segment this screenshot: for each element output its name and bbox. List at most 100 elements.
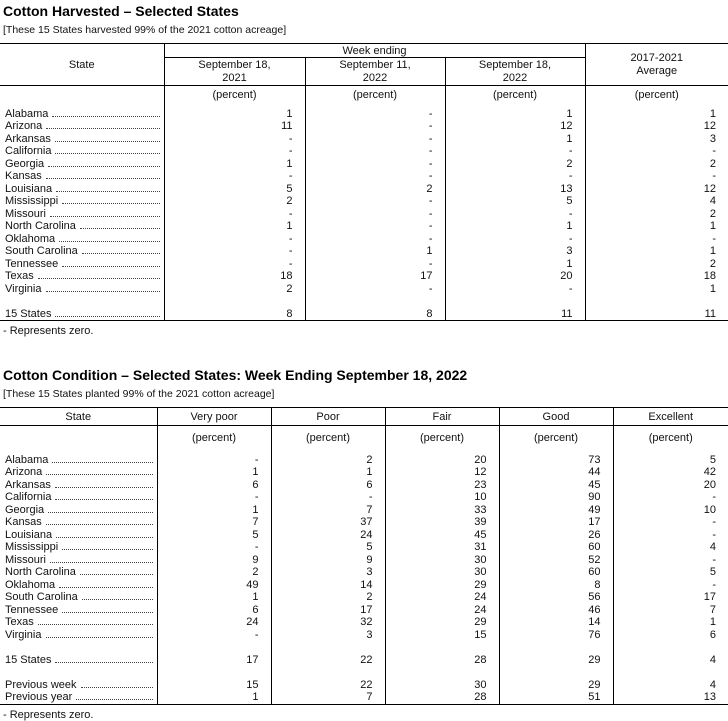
state-label: South Carolina (5, 245, 78, 257)
state-cell: Kansas (0, 170, 164, 183)
dot-leader (62, 549, 153, 550)
dot-leader (81, 253, 160, 254)
value-cell: 22 (270, 653, 385, 666)
value-cell: 5 (612, 566, 728, 579)
table-row: South Carolina 1 2 24 56 17 (0, 591, 728, 604)
dot-leader (48, 165, 160, 167)
value-cell: 24 (156, 616, 271, 629)
harvested-note: [These 15 States harvested 99% of the 20… (3, 24, 287, 36)
dot-leader (46, 474, 153, 475)
state-label: Tennessee (5, 257, 59, 270)
value-cell: 28 (384, 653, 499, 666)
value-cell: 39 (384, 516, 499, 529)
state-label: 15 States (5, 653, 52, 666)
table-row: Missouri 9 9 30 52- (0, 553, 728, 567)
state-label: Kansas (5, 170, 42, 182)
value-cell: 18 (163, 270, 305, 283)
table-row: Oklahoma - - - - (0, 232, 728, 245)
table-row: Tennessee - -1 2 (0, 257, 728, 271)
dot-leader (52, 115, 160, 117)
dot-leader (76, 699, 153, 700)
state-label: Texas (5, 616, 34, 628)
value-cell: 2 (270, 450, 385, 466)
value-cell: - (304, 145, 445, 158)
value-cell: 1 (612, 616, 728, 629)
spacer-row (0, 666, 728, 679)
state-cell: Alabama (0, 105, 164, 121)
state-cell: Georgia (0, 504, 157, 517)
value-cell: 18 (584, 270, 728, 283)
value-cell: 1 (444, 257, 585, 270)
value-cell: 7 (270, 691, 385, 704)
column-label: September 18, 2022 (478, 58, 552, 84)
state-column-header: State (65, 410, 92, 423)
column-label: September 11, 2022 (339, 58, 411, 84)
value-cell: 2 (584, 257, 728, 270)
state-label: Previous week (5, 678, 77, 691)
value-cell: 1 (584, 245, 728, 258)
state-label: Oklahoma (5, 232, 56, 245)
state-cell: Kansas (0, 516, 157, 529)
value-cell: 1 (156, 503, 271, 516)
state-label: 15 States (5, 307, 52, 320)
value-cell: 3 (270, 628, 385, 641)
value-cell: 73 (498, 450, 613, 466)
value-cell: 44 (498, 466, 613, 479)
unit-label: (percent) (270, 425, 385, 451)
dot-leader (79, 574, 153, 575)
value-cell: 1 (163, 157, 305, 170)
value-cell: 22 (270, 678, 385, 691)
dot-leader (80, 686, 153, 688)
state-cell: Arizona (0, 466, 157, 479)
value-cell: 46 (498, 603, 613, 616)
value-cell: 30 (384, 566, 499, 579)
value-cell: 5 (444, 195, 585, 208)
value-cell: - (163, 232, 305, 245)
value-cell: 31 (384, 541, 499, 554)
dot-leader (56, 536, 153, 538)
table-row: Georgia 1-2 2 (0, 157, 728, 170)
table-row: Previous week 15 22 30 29 4 (0, 678, 728, 691)
value-cell: 49 (156, 578, 271, 591)
value-cell: 1 (444, 220, 585, 233)
value-cell: 12 (584, 182, 728, 195)
value-cell: - (612, 553, 728, 566)
value-cell: - (163, 257, 305, 270)
value-cell: 23 (384, 478, 499, 491)
state-cell: California (0, 145, 164, 158)
table-row: Arizona 11-12 12 (0, 120, 728, 133)
state-cell: Alabama (0, 451, 157, 467)
value-cell: 1 (444, 132, 585, 145)
dot-leader (81, 599, 153, 600)
value-cell: 20 (612, 478, 728, 491)
condition-table: State Very poor Poor Fair Good Excellent… (0, 407, 728, 705)
value-cell: 1 (163, 104, 305, 120)
state-cell: Texas (0, 616, 157, 629)
state-cell: Missouri (0, 554, 157, 567)
table-row: Oklahoma 49 14 29 8- (0, 578, 728, 591)
table-row: Virginia -3 15 76 6 (0, 628, 728, 641)
value-cell: - (304, 207, 445, 220)
unit-label: (percent) (444, 85, 585, 105)
value-cell: 5 (270, 541, 385, 554)
state-column-header: State (68, 58, 95, 71)
harvested-table-body: Alabama 1-1 1 Arizona 11-12 12 Arkansas - -1 3 Cal… (0, 104, 728, 321)
column-header-sep18-2022: September 18, 2022 (444, 57, 585, 86)
value-cell: 32 (270, 616, 385, 629)
state-label: Georgia (5, 503, 45, 516)
average-column-label: 2017-2021 Average (630, 51, 684, 77)
state-cell: Tennessee (0, 258, 164, 271)
state-cell: Texas (0, 270, 164, 283)
value-cell: - (304, 132, 445, 145)
table-row: Texas 18 17 20 18 (0, 270, 728, 283)
state-label: Louisiana (5, 528, 53, 541)
value-cell: 15 (156, 678, 271, 691)
value-cell: 7 (270, 503, 385, 516)
state-cell: North Carolina (0, 220, 164, 233)
value-cell: 30 (384, 553, 499, 566)
condition-note: [These 15 States planted 99% of the 2021… (3, 388, 275, 400)
harvested-table: State Week ending 2017-2021 Average Sept… (0, 43, 728, 321)
table-row: North Carolina 2 3 30 60 5 (0, 566, 728, 579)
value-cell: - (444, 232, 585, 245)
unit-row-state-cell (0, 85, 164, 105)
